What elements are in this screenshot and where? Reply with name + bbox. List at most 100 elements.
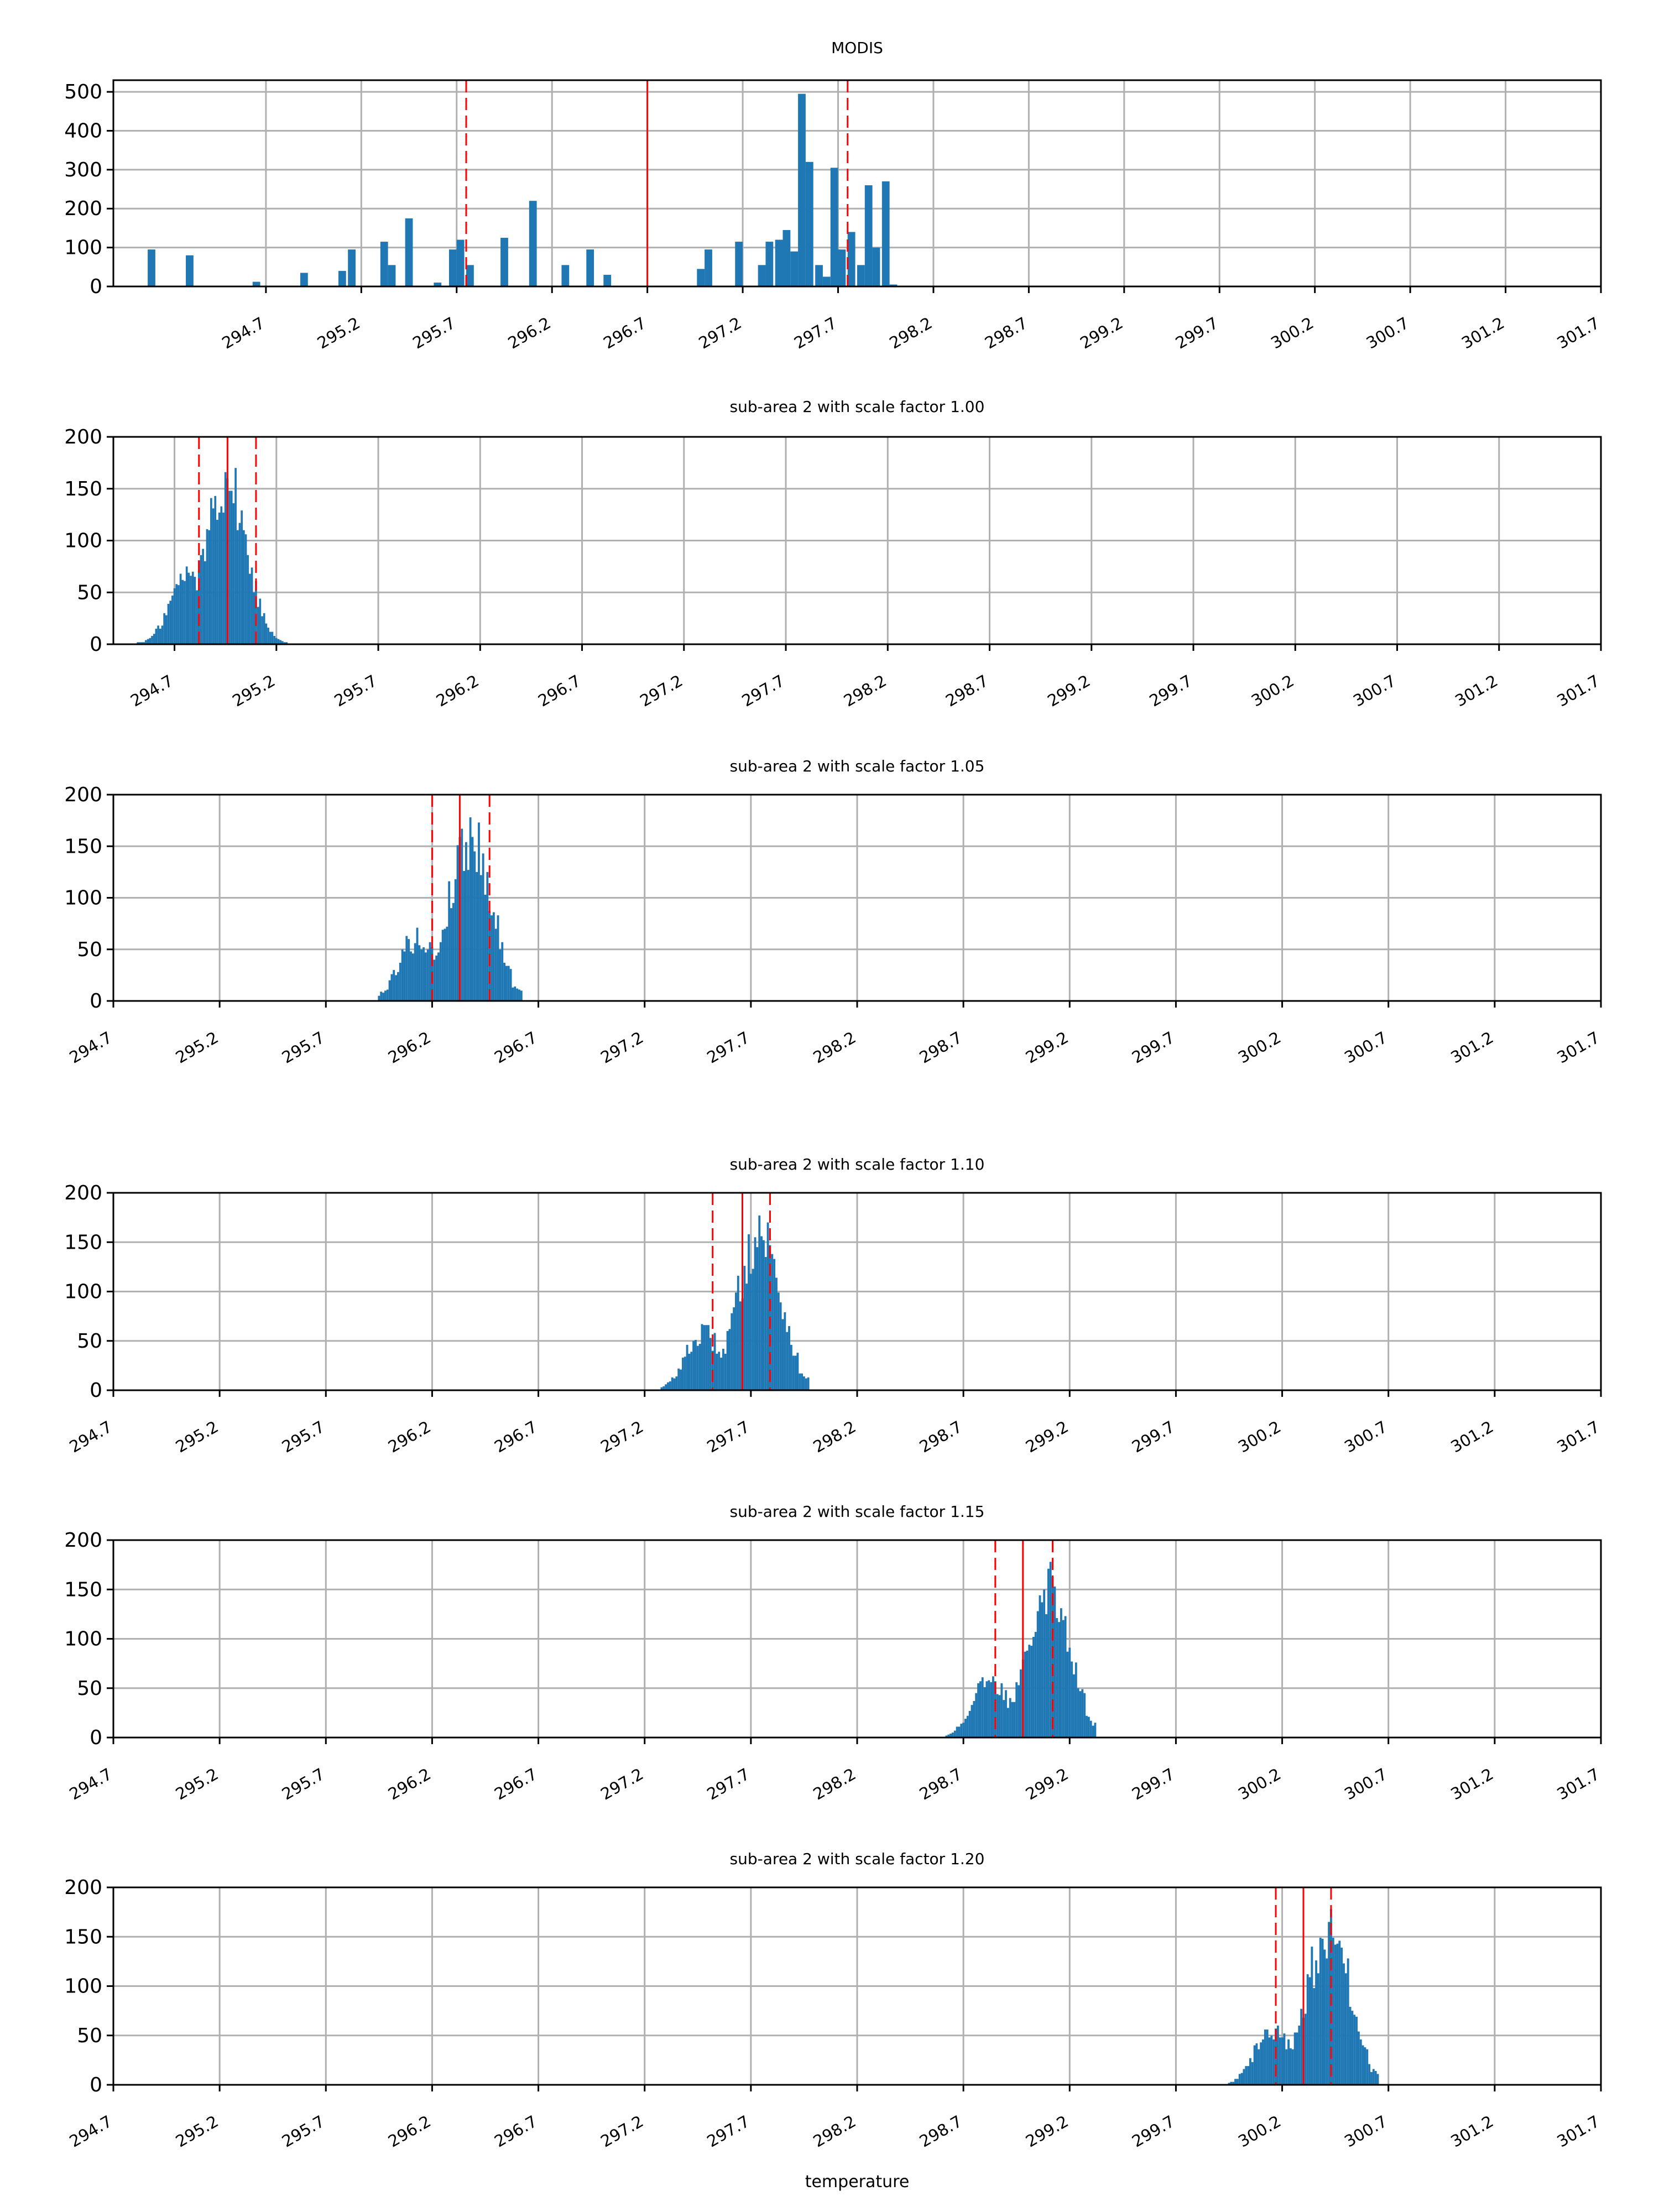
histogram-bar [962,1723,965,1738]
histogram-bar [756,1247,759,1390]
histogram-bar [718,1352,721,1390]
histogram-bar [771,1254,774,1390]
y-tick-label: 50 [77,1330,102,1353]
histogram-bar [1353,2015,1356,2085]
histogram-bar [1272,2039,1275,2085]
histogram-bar [1326,1958,1328,2085]
histogram-bar [847,232,855,286]
histogram-bar [461,828,463,1001]
histogram-bar [889,284,898,286]
histogram-bar [161,625,164,644]
histogram-bar [1323,1949,1326,2085]
x-tick-label: 301.2 [1447,2112,1496,2151]
x-tick-label: 300.7 [1341,1417,1390,1457]
histogram-bar [486,872,489,1001]
x-tick-label: 298.7 [916,1765,966,1804]
histogram-bar [491,915,493,1001]
histogram-bar [1334,1944,1337,2085]
histogram-bar [1251,2062,1254,2085]
histogram-bar [777,1292,780,1390]
y-tick-label: 150 [64,1231,102,1254]
histogram-bar [267,628,269,644]
x-tick-label: 300.7 [1350,671,1399,711]
x-tick-label: 297.7 [703,2112,753,2151]
histogram-bar [283,642,286,644]
histogram-bar [1036,1611,1039,1738]
histogram-bar [1260,2042,1262,2085]
x-tick-label: 300.2 [1235,2112,1284,2151]
x-tick-label: 300.7 [1341,1765,1390,1804]
histogram-bar [1071,1661,1073,1738]
y-tick-label: 150 [64,835,102,858]
histogram-bar [1068,1647,1071,1738]
histogram-bar [1066,1651,1069,1738]
histogram-bar [662,1386,665,1390]
x-tick-label: 295.2 [314,314,363,353]
histogram-bar [405,936,408,1001]
histogram-bar [971,1705,973,1738]
histogram-bar [241,510,243,644]
histogram-bar [434,282,442,286]
histogram-bar [881,181,890,286]
histogram-bar [185,566,188,644]
histogram-bar [238,523,241,644]
histogram-bar [251,567,253,644]
histogram-bar [186,255,194,286]
histogram-bar [259,598,262,644]
histogram-bar [234,468,237,644]
histogram-bar [1336,1943,1339,2085]
x-tick-label: 294.7 [66,2112,116,2151]
histogram-bar [1304,2013,1307,2085]
histogram-bar [446,926,448,1001]
histogram-bar [348,249,356,286]
histogram-bar [175,584,178,644]
histogram-bar [992,1676,994,1738]
x-tick-label: 297.2 [597,1417,646,1457]
histogram-bar [1249,2058,1251,2085]
histogram-bar [386,989,389,1001]
histogram-bar [456,845,459,1001]
y-tick-label: 200 [64,784,102,806]
histogram-bar [977,1683,979,1738]
histogram-bar [1005,1690,1007,1738]
x-tick-label: 299.7 [1172,314,1222,353]
x-tick-label: 298.7 [942,671,992,711]
histogram-bar [424,952,427,1001]
histogram-bar [1240,2073,1243,2085]
histogram-bar [1062,1620,1065,1738]
histogram-bar [1262,2039,1264,2085]
histogram-bar [285,642,288,644]
y-tick-label: 100 [64,1628,102,1651]
histogram-bar [754,1237,757,1390]
histogram-bar [1030,1645,1033,1738]
x-tick-label: 294.7 [66,1028,116,1067]
histogram-bar [1074,1662,1077,1738]
y-tick-label: 200 [64,1876,102,1899]
histogram-bar [448,881,451,1001]
x-tick-label: 301.2 [1447,1765,1496,1804]
histogram-bar [1047,1568,1050,1738]
histogram-bar [206,529,208,644]
y-tick-label: 200 [64,426,102,448]
histogram-bar [720,1358,722,1390]
x-tick-label: 294.7 [127,671,176,711]
histogram-bar [439,942,442,1001]
histogram-bar [1019,1669,1022,1738]
histogram-bar [497,915,499,1001]
histogram-bar [1064,1616,1067,1738]
histogram-bar [792,1355,795,1390]
y-tick-label: 50 [77,581,102,604]
x-tick-label: 298.2 [810,1028,859,1067]
panel-scale-1-10: sub-area 2 with scale factor 1.10 0 50 100… [64,1155,1603,1457]
x-tick-label: 296.7 [600,314,649,353]
x-tick-label: 298.2 [810,1765,859,1804]
x-tick-label: 297.2 [597,1765,646,1804]
x-tick-label: 299.7 [1129,2112,1178,2151]
histogram-bar [762,1240,765,1390]
histogram-bar [701,1324,703,1390]
histogram-bar [790,1344,792,1390]
histogram-bar [492,912,495,1001]
histogram-bar [681,1358,684,1390]
histogram-bar [137,642,139,644]
histogram-bar [716,1353,718,1390]
